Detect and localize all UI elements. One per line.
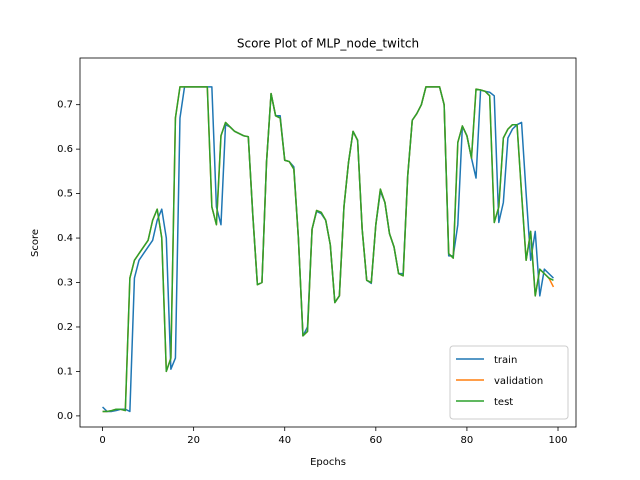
y-tick-label: 0.7: [57, 100, 73, 111]
legend-label: validation: [494, 376, 543, 387]
y-tick-label: 0.1: [57, 366, 73, 377]
y-tick-label: 0.4: [57, 233, 73, 244]
x-tick-label: 0: [99, 435, 105, 446]
x-tick-label: 20: [187, 435, 200, 446]
x-axis-label: Epochs: [310, 457, 346, 468]
x-tick-label: 60: [369, 435, 382, 446]
x-tick-label: 100: [548, 435, 567, 446]
axes-frame: [79, 57, 577, 428]
x-tick-label: 80: [461, 435, 474, 446]
y-axis-label: Score: [30, 229, 41, 257]
legend-label: train: [494, 355, 517, 366]
chart-title: Score Plot of MLP_node_twitch: [237, 37, 419, 51]
legend-label: test: [494, 397, 513, 408]
line-series: [102, 86, 554, 413]
y-tick-label: 0.0: [57, 411, 73, 422]
x-tick-label: 40: [278, 435, 291, 446]
y-tick-label: 0.2: [57, 322, 73, 333]
y-tick-label: 0.6: [57, 144, 73, 155]
y-tick-label: 0.3: [57, 278, 73, 289]
y-tick-label: 0.5: [57, 189, 73, 200]
